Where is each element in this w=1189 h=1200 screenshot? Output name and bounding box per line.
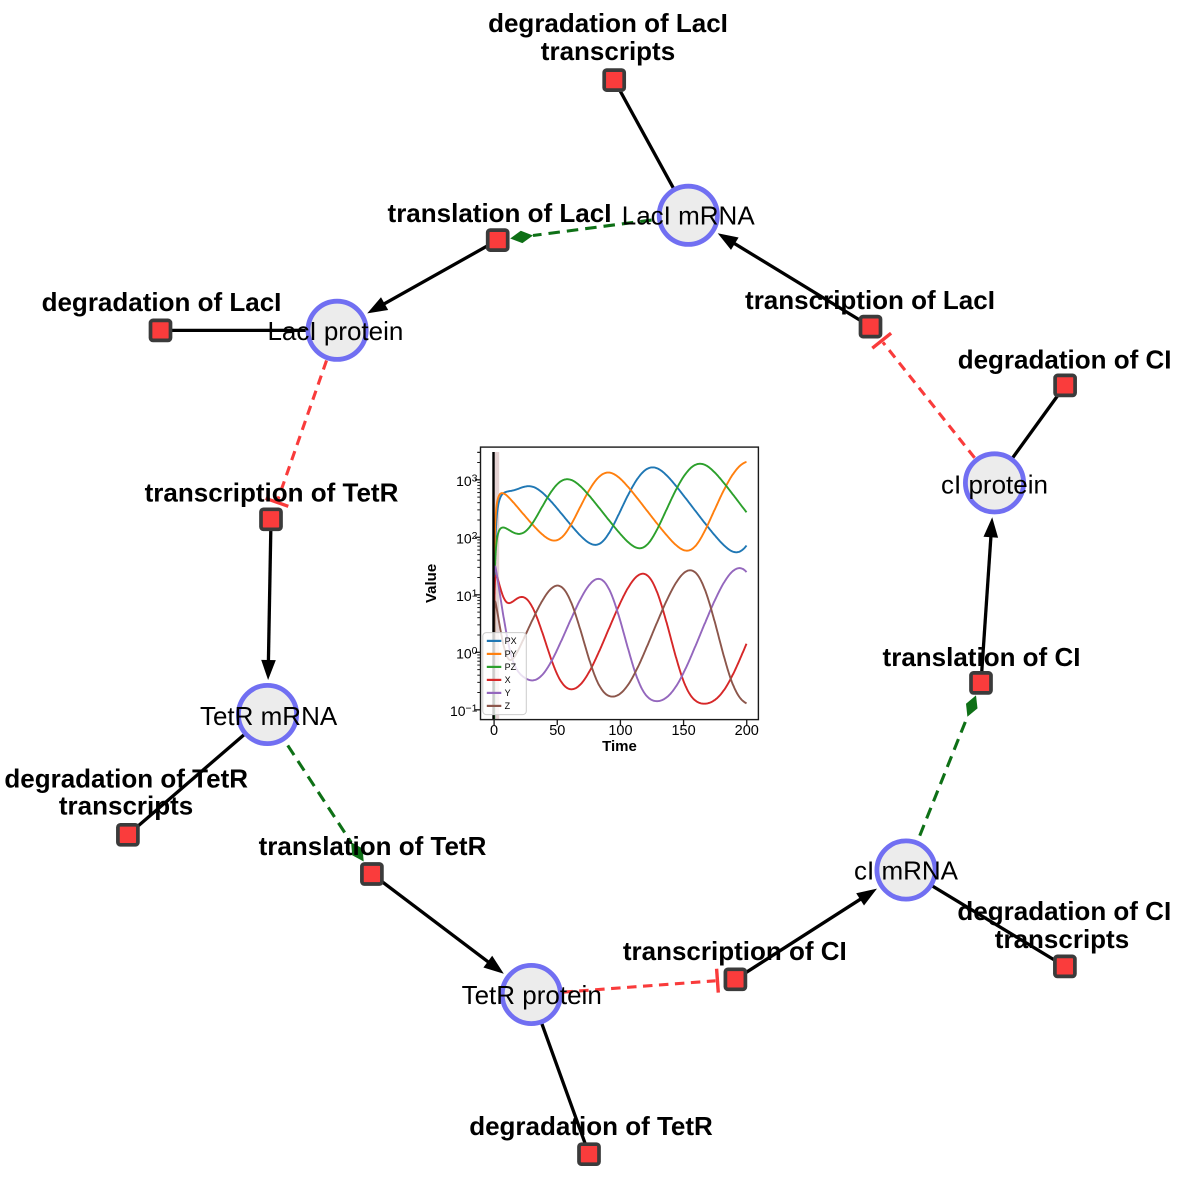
svg-text:transcripts: transcripts	[59, 791, 193, 821]
svg-text:Time: Time	[602, 738, 637, 755]
svg-text:degradation of CI: degradation of CI	[958, 344, 1172, 374]
svg-text:LacI protein: LacI protein	[267, 316, 403, 346]
svg-text:Z: Z	[505, 701, 511, 711]
svg-text:translation of CI: translation of CI	[883, 642, 1081, 672]
svg-text:PY: PY	[505, 649, 517, 659]
svg-text:transcription of TetR: transcription of TetR	[145, 478, 399, 508]
svg-text:translation of TetR: translation of TetR	[259, 831, 487, 861]
svg-text:Value: Value	[423, 564, 440, 603]
svg-text:TetR protein: TetR protein	[462, 980, 602, 1010]
svg-text:transcription of CI: transcription of CI	[623, 936, 847, 966]
svg-text:100: 100	[608, 723, 632, 739]
svg-text:degradation of LacI: degradation of LacI	[42, 287, 282, 317]
svg-text:transcripts: transcripts	[995, 924, 1129, 954]
svg-text:PX: PX	[505, 636, 517, 646]
svg-text:PZ: PZ	[505, 662, 517, 672]
svg-text:cI mRNA: cI mRNA	[854, 856, 959, 886]
svg-text:150: 150	[671, 723, 695, 739]
svg-text:transcription of LacI: transcription of LacI	[745, 285, 995, 315]
svg-text:degradation of TetR: degradation of TetR	[469, 1111, 713, 1141]
svg-text:200: 200	[735, 723, 759, 739]
svg-text:transcripts: transcripts	[541, 36, 675, 66]
svg-text:translation of LacI: translation of LacI	[388, 198, 612, 228]
svg-text:X: X	[505, 675, 511, 685]
svg-text:TetR mRNA: TetR mRNA	[200, 701, 338, 731]
svg-text:degradation of TetR: degradation of TetR	[4, 764, 248, 794]
svg-text:0: 0	[490, 723, 498, 739]
svg-text:50: 50	[549, 723, 565, 739]
svg-text:degradation of CI: degradation of CI	[957, 896, 1171, 926]
svg-text:LacI mRNA: LacI mRNA	[622, 201, 756, 231]
svg-text:cI protein: cI protein	[941, 469, 1048, 499]
svg-text:degradation of LacI: degradation of LacI	[488, 8, 728, 38]
svg-text:Y: Y	[505, 688, 511, 698]
